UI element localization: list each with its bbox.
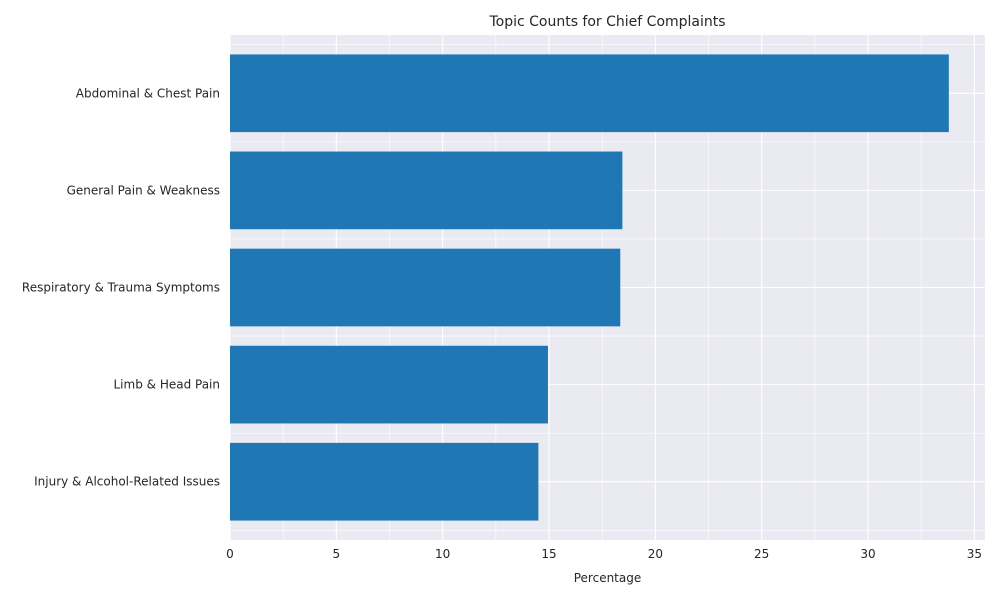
bar [230,151,623,230]
y-axis-ticks: Abdominal & Chest Pain General Pain & Wea… [22,86,220,488]
x-tick-label: 15 [541,547,556,561]
bar [230,54,949,133]
y-tick-label: Respiratory & Trauma Symptoms [22,281,220,295]
x-tick-label: 20 [648,547,663,561]
x-tick-label: 25 [754,547,769,561]
x-axis-ticks: 0 5 10 15 20 25 30 35 [226,547,982,561]
x-tick-label: 0 [226,547,234,561]
x-tick-label: 10 [435,547,450,561]
bar [230,345,548,424]
x-tick-label: 30 [860,547,875,561]
chart-title: Topic Counts for Chief Complaints [488,14,725,30]
x-tick-label: 5 [333,547,341,561]
bar [230,442,539,521]
y-tick-label: Abdominal & Chest Pain [76,86,220,100]
bar [230,248,621,327]
y-tick-label: Injury & Alcohol-Related Issues [34,475,220,489]
bars [230,54,949,521]
y-tick-label: General Pain & Weakness [67,183,220,197]
x-tick-label: 35 [967,547,982,561]
x-axis-label: Percentage [574,571,642,585]
y-tick-label: Limb & Head Pain [114,378,221,392]
